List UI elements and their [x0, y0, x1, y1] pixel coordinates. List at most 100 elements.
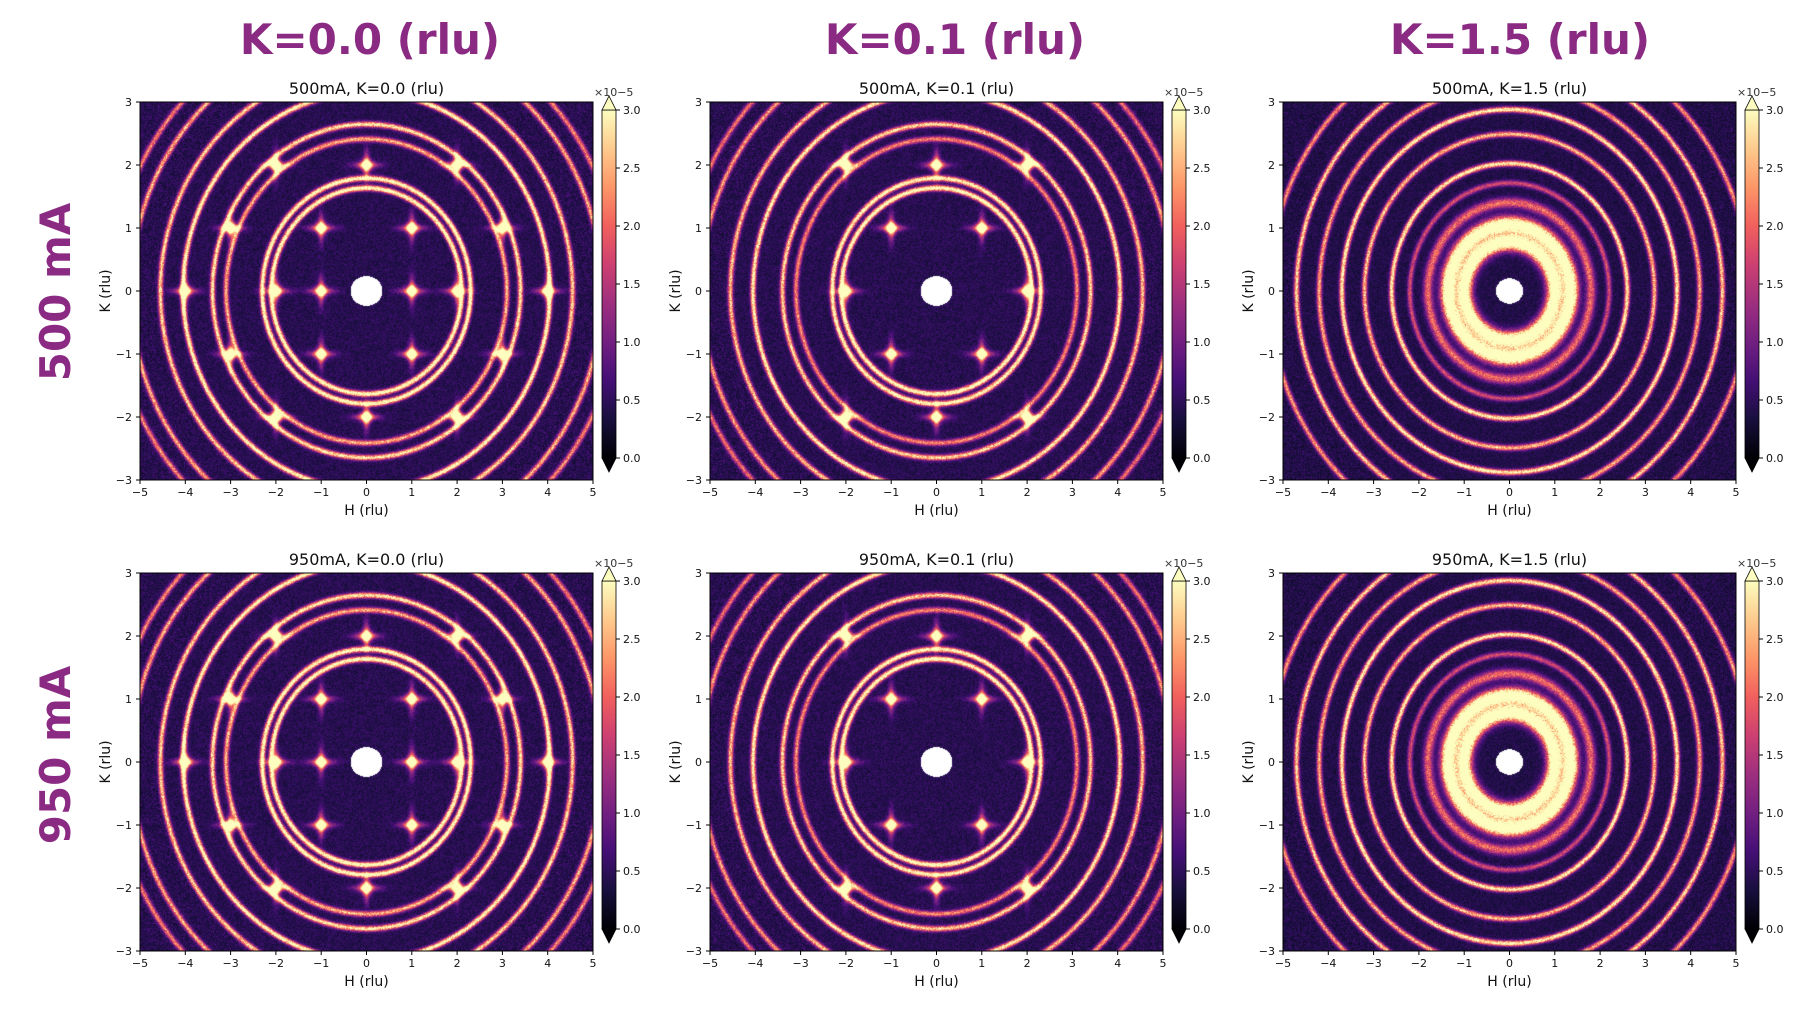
x-axis-label: H (rlu)	[344, 503, 388, 519]
y-tick-label: 3	[125, 96, 132, 109]
x-tick-label: 2	[1597, 957, 1604, 970]
colorbar: 0.0 0.5 1.0 1.5 2.0 2.5 3.0 ×10−5	[1164, 557, 1211, 944]
y-tick-label: 3	[1268, 96, 1275, 109]
y-tick-label: 0	[125, 756, 132, 769]
heatmap-image	[140, 102, 593, 480]
x-tick-label: −3	[222, 957, 238, 970]
colorbar-tick-label: 0.0	[1193, 923, 1211, 936]
colorbar-gradient	[601, 580, 617, 930]
x-tick-label: −5	[132, 957, 148, 970]
colorbar-tick-label: 0.5	[1193, 865, 1211, 878]
colorbar: 0.0 0.5 1.0 1.5 2.0 2.5 3.0 ×10−5	[1737, 86, 1784, 473]
colorbar-exponent: ×10−5	[1737, 86, 1776, 99]
y-tick-label: −2	[686, 411, 702, 424]
x-tick-label: −2	[1411, 486, 1427, 499]
y-tick-label: 3	[695, 96, 702, 109]
colorbar-tick-label: 1.0	[623, 336, 641, 349]
y-axis-label: K (rlu)	[1241, 269, 1257, 312]
x-tick-label: 2	[1024, 957, 1031, 970]
colorbar-exponent: ×10−5	[1164, 557, 1203, 570]
y-tick-label: −1	[116, 348, 132, 361]
x-tick-label: 2	[454, 486, 461, 499]
panel-title: 950mA, K=1.5 (rlu)	[1432, 550, 1587, 569]
colorbar-gradient	[1171, 109, 1187, 459]
colorbar-tick-label: 0.5	[623, 394, 641, 407]
y-tick-label: 0	[125, 285, 132, 298]
y-tick-label: −2	[116, 882, 132, 895]
x-tick-label: 3	[1069, 957, 1076, 970]
x-tick-label: −4	[177, 486, 193, 499]
colorbar-tick-label: 3.0	[623, 104, 641, 117]
colorbar-extend-max	[1171, 95, 1187, 111]
colorbar-gradient	[1744, 109, 1760, 459]
x-tick-label: 2	[1024, 486, 1031, 499]
colorbar-tick-label: 3.0	[1193, 104, 1211, 117]
colorbar-tick-label: 1.5	[623, 749, 641, 762]
y-tick-label: −2	[686, 882, 702, 895]
x-tick-label: 5	[1160, 957, 1167, 970]
x-tick-label: −2	[838, 957, 854, 970]
y-tick-label: 3	[125, 567, 132, 580]
y-tick-label: −1	[686, 819, 702, 832]
y-tick-label: 1	[1268, 222, 1275, 235]
x-axis-label: H (rlu)	[1487, 974, 1531, 990]
colorbar-extend-max	[1744, 95, 1760, 111]
colorbar-tick-label: 2.0	[1193, 220, 1211, 233]
y-tick-label: 1	[125, 222, 132, 235]
x-tick-label: 1	[978, 957, 985, 970]
x-tick-label: 3	[499, 486, 506, 499]
x-tick-label: −2	[268, 486, 284, 499]
y-tick-label: −3	[116, 945, 132, 958]
colorbar: 0.0 0.5 1.0 1.5 2.0 2.5 3.0 ×10−5	[1737, 557, 1784, 944]
x-tick-label: 5	[1733, 486, 1740, 499]
x-tick-label: 3	[1069, 486, 1076, 499]
colorbar-tick-label: 2.5	[623, 633, 641, 646]
heatmap-panel: 500mA, K=0.0 (rlu) −5 −4 −3 −2 −1 0 1 2 3 4 5 −3 −2 −1…	[98, 79, 641, 519]
x-axis-label: H (rlu)	[1487, 503, 1531, 519]
colorbar-tick-label: 1.0	[1193, 807, 1211, 820]
x-tick-label: −4	[177, 957, 193, 970]
colorbar-tick-label: 2.0	[1193, 691, 1211, 704]
y-tick-label: 2	[125, 630, 132, 643]
colorbar-tick-label: 2.5	[1193, 162, 1211, 175]
panel-title: 950mA, K=0.0 (rlu)	[289, 550, 444, 569]
y-tick-label: 0	[1268, 285, 1275, 298]
heatmap-image	[710, 573, 1163, 951]
y-tick-label: 2	[1268, 630, 1275, 643]
colorbar-exponent: ×10−5	[594, 86, 633, 99]
y-tick-label: 2	[1268, 159, 1275, 172]
colorbar-extend-min	[1171, 457, 1187, 473]
colorbar-extend-min	[1744, 928, 1760, 944]
heatmap-image	[1283, 102, 1736, 480]
colorbar-extend-max	[1744, 566, 1760, 582]
colorbar-tick-label: 2.0	[1766, 691, 1784, 704]
colorbar-tick-label: 0.5	[1766, 865, 1784, 878]
x-tick-label: −5	[702, 486, 718, 499]
panel-title: 950mA, K=0.1 (rlu)	[859, 550, 1014, 569]
y-tick-label: 3	[695, 567, 702, 580]
y-tick-label: 2	[695, 159, 702, 172]
colorbar-extend-max	[601, 95, 617, 111]
x-tick-label: 3	[1642, 957, 1649, 970]
x-axis-label: H (rlu)	[914, 503, 958, 519]
colorbar-tick-label: 2.0	[623, 220, 641, 233]
y-axis-label: K (rlu)	[98, 269, 114, 312]
y-tick-label: −3	[686, 474, 702, 487]
colorbar-tick-label: 2.5	[623, 162, 641, 175]
x-tick-label: −5	[1275, 486, 1291, 499]
y-tick-label: 2	[695, 630, 702, 643]
x-tick-label: −1	[883, 957, 899, 970]
colorbar-tick-label: 1.5	[1193, 278, 1211, 291]
colorbar-extend-max	[1171, 566, 1187, 582]
colorbar-exponent: ×10−5	[594, 557, 633, 570]
y-tick-label: −2	[1259, 411, 1275, 424]
colorbar-tick-label: 0.5	[1766, 394, 1784, 407]
y-tick-label: −3	[116, 474, 132, 487]
x-tick-label: 1	[1551, 486, 1558, 499]
colorbar-gradient	[601, 109, 617, 459]
colorbar-tick-label: 0.5	[1193, 394, 1211, 407]
colorbar: 0.0 0.5 1.0 1.5 2.0 2.5 3.0 ×10−5	[594, 557, 641, 944]
colorbar-extend-max	[601, 566, 617, 582]
colorbar-tick-label: 0.0	[1193, 452, 1211, 465]
x-tick-label: 2	[1597, 486, 1604, 499]
